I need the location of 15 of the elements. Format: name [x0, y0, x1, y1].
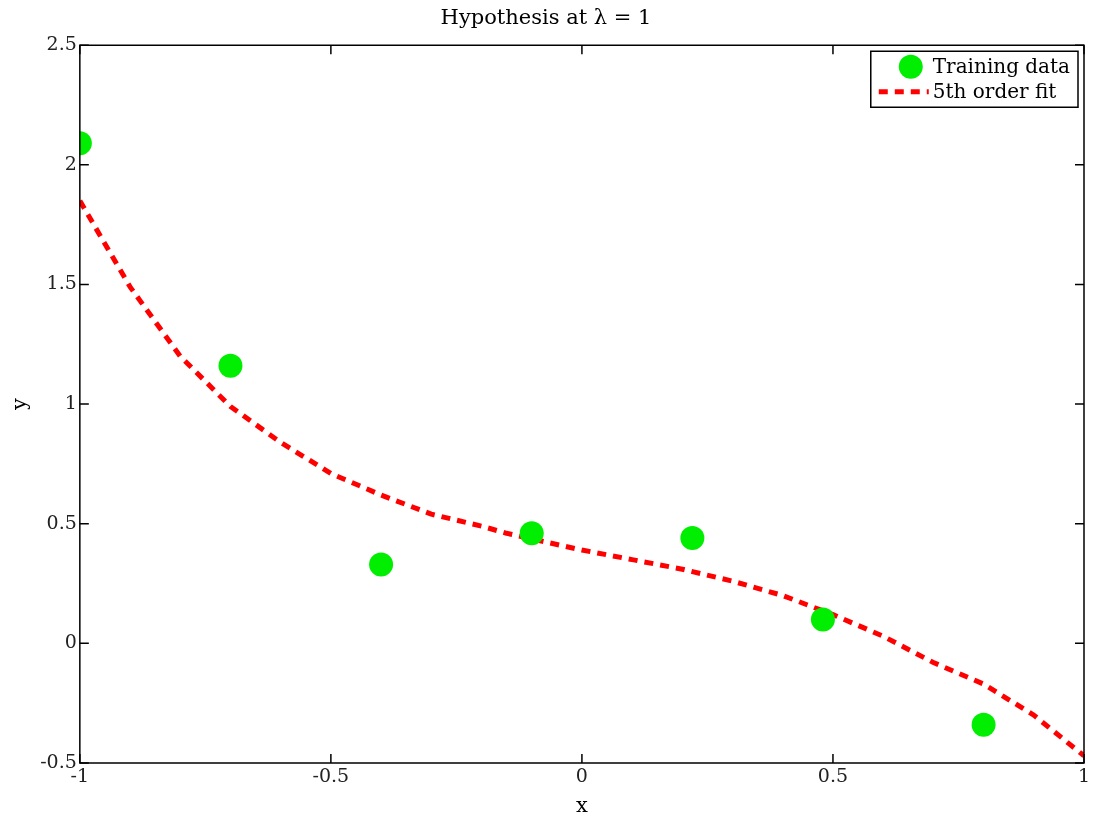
- chart-title: Hypothesis at λ = 1: [440, 5, 652, 30]
- x-axis-title: x: [576, 792, 588, 817]
- x-tick-label: 1: [1077, 764, 1091, 787]
- y-tick-label: 1.5: [46, 271, 77, 294]
- legend-label: Training data: [932, 53, 1071, 78]
- x-tick-label: 0: [575, 764, 588, 787]
- y-tick-label: 0.5: [46, 510, 77, 533]
- y-tick-label: 2.5: [46, 32, 77, 55]
- y-tick-label: 2: [64, 151, 77, 174]
- y-tick-label: 1: [64, 391, 77, 414]
- y-axis-title: y: [7, 398, 32, 412]
- x-tick-label: -0.5: [312, 764, 350, 787]
- x-tick-label: 0.5: [817, 764, 849, 787]
- y-tick-label: 0: [64, 630, 77, 653]
- legend-label: 5th order fit: [932, 78, 1057, 103]
